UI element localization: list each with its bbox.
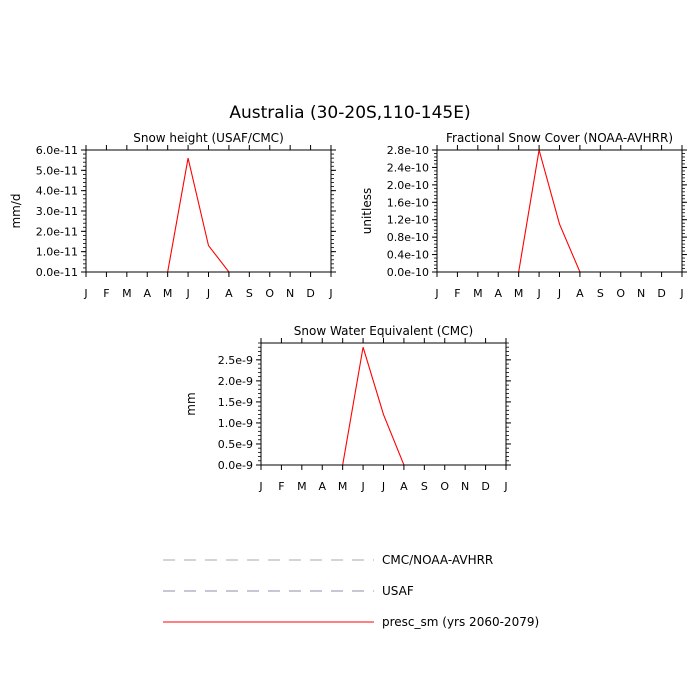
x-tick-label: F [278, 480, 284, 493]
x-tick-label: J [434, 287, 438, 300]
y-tick-label: 5.0e-11 [36, 164, 78, 177]
y-tick-label: 4.0e-11 [36, 185, 78, 198]
y-tick-label: 1.0e-9 [218, 417, 253, 430]
chart-panel-1: Snow height (USAF/CMC)mm/dJ F M A M J J A S O N D J0… [9, 131, 336, 300]
legend-item: USAF [163, 584, 414, 598]
plot-frame [260, 342, 507, 466]
x-tick-label: D [657, 287, 665, 300]
x-tick-label: O [616, 287, 625, 300]
chart-panel-2: Fractional Snow Cover (NOAA-AVHRR) unitle… [360, 131, 687, 300]
series-line-presc-sm [261, 347, 506, 466]
y-tick-label: 1.2e-10 [387, 214, 429, 227]
y-tick-label: 0.0e-9 [218, 459, 253, 472]
x-tick-label: M [473, 287, 483, 300]
x-tick-label: A [576, 287, 584, 300]
x-tick-label: J [206, 287, 210, 300]
chart-panel-3: Snow Water Equivalent (CMC)mmJ F M A M J J A S O N… [184, 324, 511, 493]
x-tick-label: J [185, 287, 189, 300]
y-tick-label: 0.4e-10 [387, 249, 429, 262]
plot-frame [436, 149, 683, 273]
x-tick-label: D [481, 480, 489, 493]
x-tick-label: J [536, 287, 540, 300]
x-tick-label: J [83, 287, 87, 300]
x-tick-label: M [163, 287, 173, 300]
y-axis-label: unitless [360, 188, 374, 234]
y-tick-label: 1.6e-10 [387, 196, 429, 209]
x-tick-label: M [122, 287, 132, 300]
x-tick-label: M [514, 287, 524, 300]
chart-title: Snow height (USAF/CMC) [133, 131, 284, 145]
y-tick-label: 6.0e-11 [36, 144, 78, 157]
y-tick-label: 0.5e-9 [218, 438, 253, 451]
x-tick-label: F [103, 287, 109, 300]
legend-item: presc_sm (yrs 2060-2079) [163, 615, 539, 629]
x-tick-label: J [328, 287, 332, 300]
figure-title: Australia (30-20S,110-145E) [229, 103, 470, 123]
x-tick-label: J [381, 480, 385, 493]
legend-label: presc_sm (yrs 2060-2079) [382, 615, 539, 629]
x-tick-label: D [306, 287, 314, 300]
x-tick-label: S [246, 287, 253, 300]
series-line-presc-sm [437, 149, 682, 273]
y-tick-label: 2.0e-10 [387, 179, 429, 192]
x-tick-label: A [318, 480, 326, 493]
y-tick-label: 2.4e-10 [387, 161, 429, 174]
chart-title: Fractional Snow Cover (NOAA-AVHRR) [446, 131, 673, 145]
x-tick-label: M [297, 480, 307, 493]
y-tick-label: 0.0e-10 [387, 266, 429, 279]
x-tick-label: A [494, 287, 502, 300]
x-tick-label: J [557, 287, 561, 300]
y-tick-label: 2.5e-9 [218, 354, 253, 367]
x-tick-label: N [461, 480, 469, 493]
x-tick-label: N [637, 287, 645, 300]
x-tick-label: J [503, 480, 507, 493]
legend-label: USAF [382, 584, 414, 598]
x-tick-label: J [679, 287, 683, 300]
x-tick-label: N [286, 287, 294, 300]
y-tick-label: 0.8e-10 [387, 231, 429, 244]
y-tick-label: 1.0e-11 [36, 246, 78, 259]
x-tick-label: F [454, 287, 460, 300]
y-tick-label: 2.0e-9 [218, 375, 253, 388]
x-tick-label: J [360, 480, 364, 493]
y-tick-label: 1.5e-9 [218, 396, 253, 409]
y-tick-label: 2.0e-11 [36, 225, 78, 238]
x-tick-label: S [421, 480, 428, 493]
y-tick-label: 3.0e-11 [36, 205, 78, 218]
chart-title: Snow Water Equivalent (CMC) [294, 324, 473, 338]
x-tick-label: A [225, 287, 233, 300]
x-tick-label: A [143, 287, 151, 300]
legend-label: CMC/NOAA-AVHRR [382, 553, 493, 567]
y-tick-label: 0.0e-11 [36, 266, 78, 279]
x-tick-label: A [400, 480, 408, 493]
x-tick-label: O [440, 480, 449, 493]
plot-frame [85, 149, 332, 273]
y-axis-label: mm [184, 392, 198, 415]
series-line-presc-sm [86, 158, 331, 273]
x-tick-label: J [258, 480, 262, 493]
x-tick-label: O [265, 287, 274, 300]
legend: CMC/NOAA-AVHRR USAF presc_sm (yrs 2060-207… [163, 553, 539, 629]
x-tick-label: S [597, 287, 604, 300]
y-axis-label: mm/d [9, 193, 23, 228]
legend-item: CMC/NOAA-AVHRR [163, 553, 493, 567]
y-tick-label: 2.8e-10 [387, 144, 429, 157]
x-tick-label: M [338, 480, 348, 493]
